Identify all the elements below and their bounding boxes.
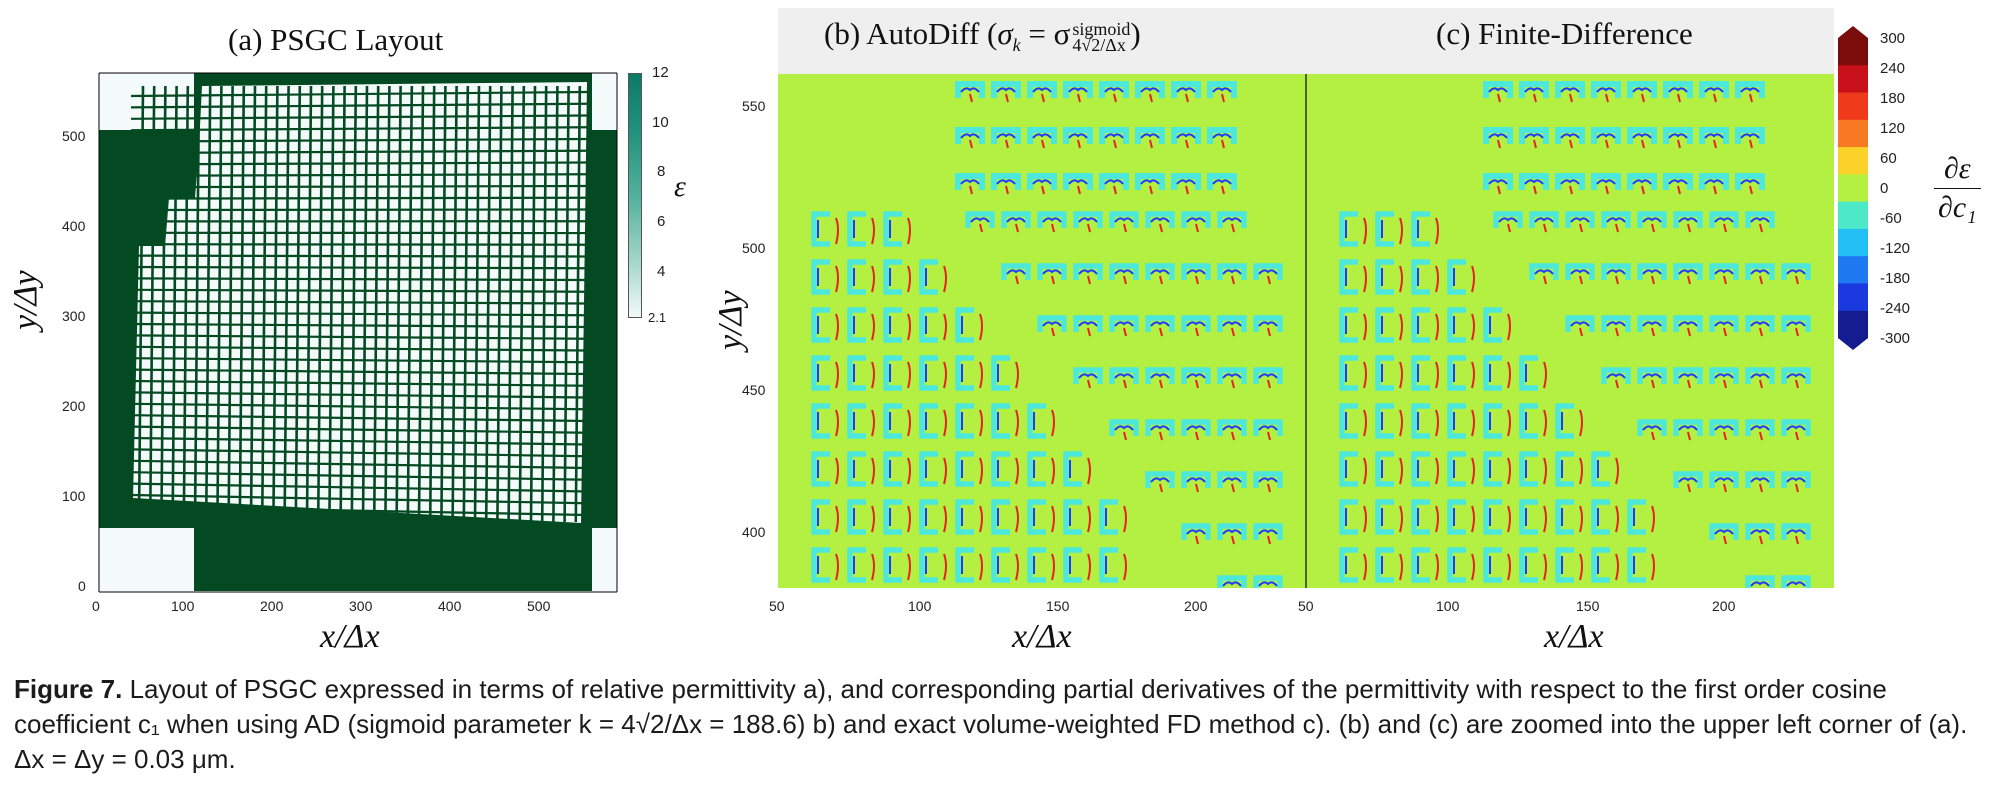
corner-block-bottom-right bbox=[592, 528, 617, 591]
derivative-label: ∂ε ∂c₁ bbox=[1934, 152, 1981, 225]
colorbar-tick: 0 bbox=[1880, 180, 1889, 197]
panel-b-x-label: x/Δx bbox=[1012, 618, 1072, 655]
panel-b-pattern bbox=[811, 81, 1283, 588]
colorbar-tick: 120 bbox=[1880, 120, 1906, 137]
tick-label: 450 bbox=[742, 382, 766, 398]
colorbar-tick: 180 bbox=[1880, 90, 1906, 107]
tick-label: 150 bbox=[1046, 598, 1070, 614]
panel-a-x-label: x/Δx bbox=[320, 618, 380, 655]
caption-text: Layout of PSGC expressed in terms of rel… bbox=[14, 674, 1968, 774]
colorbar-tick: 300 bbox=[1880, 30, 1906, 47]
tick-label: 50 bbox=[769, 598, 785, 614]
corner-block-top-right bbox=[592, 73, 617, 130]
colorbar-tick: 6 bbox=[657, 213, 666, 230]
colorbar-tick: 2.1 bbox=[648, 310, 667, 325]
colorbar-tick: 60 bbox=[1880, 150, 1897, 167]
tick-label: 400 bbox=[438, 598, 462, 614]
colorbar-tick: 8 bbox=[657, 163, 666, 180]
colorbar-tick: 10 bbox=[652, 114, 669, 131]
panel-c-pattern bbox=[1339, 81, 1811, 588]
panel-a-colorbar bbox=[628, 73, 642, 318]
axes-frame bbox=[98, 72, 618, 593]
panel-a-plot bbox=[98, 72, 618, 593]
tick-label: 500 bbox=[742, 240, 766, 256]
tick-label: 100 bbox=[171, 598, 195, 614]
zoom-y-label: y/Δy bbox=[712, 290, 749, 350]
tick-label: 300 bbox=[62, 308, 86, 324]
tick-label: 50 bbox=[1298, 598, 1314, 614]
colorbar-a-label: ε bbox=[674, 170, 686, 203]
colorbar-tick: 12 bbox=[652, 64, 669, 81]
panel-c-x-label: x/Δx bbox=[1544, 618, 1604, 655]
tick-label: 500 bbox=[62, 128, 86, 144]
tick-label: 500 bbox=[527, 598, 551, 614]
tick-label: 550 bbox=[742, 98, 766, 114]
tick-label: 200 bbox=[260, 598, 284, 614]
grating-lines bbox=[130, 85, 588, 528]
tick-label: 0 bbox=[78, 578, 86, 594]
colorbar-tick: 240 bbox=[1880, 60, 1906, 77]
colorbar-tick: -300 bbox=[1880, 330, 1911, 347]
figure-caption: Figure 7. Layout of PSGC expressed in te… bbox=[14, 672, 1989, 777]
colorbar-tick: -60 bbox=[1880, 210, 1902, 227]
tick-label: 400 bbox=[742, 524, 766, 540]
colorbar-tick: -240 bbox=[1880, 300, 1911, 317]
colorbar-tick: -120 bbox=[1880, 240, 1911, 257]
corner-block-bottom-left bbox=[99, 528, 194, 591]
panel-b-title: (b) AutoDiff (σk = σ sigmoid 4√2/Δx) bbox=[824, 16, 1141, 56]
tick-label: 100 bbox=[1436, 598, 1460, 614]
tick-label: 200 bbox=[62, 398, 86, 414]
tick-label: 100 bbox=[908, 598, 932, 614]
tick-label: 150 bbox=[1576, 598, 1600, 614]
tick-label: 100 bbox=[62, 488, 86, 504]
panel-c-title: (c) Finite-Difference bbox=[1436, 16, 1693, 51]
zoom-title-bar bbox=[778, 8, 1834, 74]
figure-label: Figure 7. bbox=[14, 674, 123, 704]
colorbar-tick: 4 bbox=[657, 263, 666, 280]
panel-a-title: (a) PSGC Layout bbox=[228, 22, 444, 57]
zoom-plots bbox=[778, 74, 1834, 588]
panel-a-y-label: y/Δy bbox=[7, 270, 44, 330]
tick-label: 200 bbox=[1184, 598, 1208, 614]
tick-label: 200 bbox=[1712, 598, 1736, 614]
tick-label: 0 bbox=[92, 598, 100, 614]
corner-block-top-left bbox=[99, 73, 194, 130]
derivative-colorbar bbox=[1838, 26, 1868, 350]
colorbar-tick: -180 bbox=[1880, 270, 1911, 287]
tick-label: 400 bbox=[62, 218, 86, 234]
tick-label: 300 bbox=[349, 598, 373, 614]
